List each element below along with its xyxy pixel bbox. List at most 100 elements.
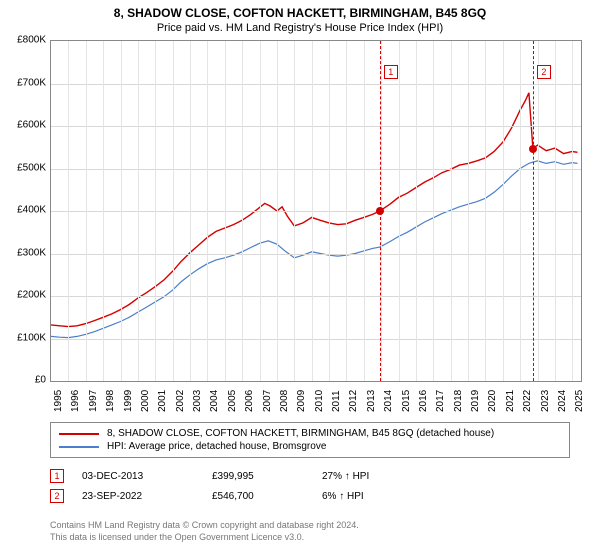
ytick-label: £300K bbox=[17, 247, 46, 258]
legend-row: HPI: Average price, detached house, Brom… bbox=[59, 440, 561, 453]
event-date: 03-DEC-2013 bbox=[82, 471, 212, 482]
xtick-label: 2016 bbox=[418, 390, 429, 412]
xtick-label: 2021 bbox=[505, 390, 516, 412]
gridline-v bbox=[225, 41, 226, 381]
attribution-line1: Contains HM Land Registry data © Crown c… bbox=[50, 520, 570, 532]
event-hpi: 27% ↑ HPI bbox=[322, 471, 412, 482]
xtick-label: 2004 bbox=[209, 390, 220, 412]
ytick-label: £800K bbox=[17, 35, 46, 46]
legend-label: HPI: Average price, detached house, Brom… bbox=[107, 441, 326, 452]
event-dot bbox=[529, 145, 537, 153]
xtick-label: 2009 bbox=[296, 390, 307, 412]
xtick-label: 1998 bbox=[105, 390, 116, 412]
event-row-marker: 2 bbox=[50, 489, 64, 503]
gridline-v bbox=[520, 41, 521, 381]
gridline-h bbox=[51, 211, 581, 212]
legend-swatch bbox=[59, 433, 99, 435]
gridline-v bbox=[207, 41, 208, 381]
xtick-label: 2005 bbox=[227, 390, 238, 412]
xtick-label: 2023 bbox=[540, 390, 551, 412]
gridline-v bbox=[68, 41, 69, 381]
xtick-label: 1996 bbox=[70, 390, 81, 412]
gridline-v bbox=[242, 41, 243, 381]
gridline-v bbox=[416, 41, 417, 381]
xtick-label: 2003 bbox=[192, 390, 203, 412]
gridline-v bbox=[468, 41, 469, 381]
xtick-label: 2022 bbox=[522, 390, 533, 412]
event-row-marker: 1 bbox=[50, 469, 64, 483]
event-date: 23-SEP-2022 bbox=[82, 491, 212, 502]
ytick-label: £700K bbox=[17, 77, 46, 88]
xtick-label: 1995 bbox=[53, 390, 64, 412]
gridline-v bbox=[485, 41, 486, 381]
xtick-label: 1997 bbox=[88, 390, 99, 412]
gridline-h bbox=[51, 296, 581, 297]
gridline-v bbox=[399, 41, 400, 381]
gridline-h bbox=[51, 126, 581, 127]
event-marker: 1 bbox=[384, 65, 398, 79]
xtick-label: 2014 bbox=[383, 390, 394, 412]
event-hpi: 6% ↑ HPI bbox=[322, 491, 412, 502]
xtick-label: 2000 bbox=[140, 390, 151, 412]
gridline-v bbox=[121, 41, 122, 381]
gridline-h bbox=[51, 254, 581, 255]
xtick-label: 2006 bbox=[244, 390, 255, 412]
event-price: £546,700 bbox=[212, 491, 322, 502]
legend-label: 8, SHADOW CLOSE, COFTON HACKETT, BIRMING… bbox=[107, 428, 494, 439]
gridline-v bbox=[451, 41, 452, 381]
ytick-label: £200K bbox=[17, 290, 46, 301]
gridline-v bbox=[503, 41, 504, 381]
gridline-v bbox=[138, 41, 139, 381]
gridline-h bbox=[51, 339, 581, 340]
gridline-v bbox=[155, 41, 156, 381]
xtick-label: 2007 bbox=[262, 390, 273, 412]
gridline-v bbox=[329, 41, 330, 381]
chart-subtitle: Price paid vs. HM Land Registry's House … bbox=[0, 20, 600, 38]
series-line bbox=[51, 161, 578, 338]
event-price: £399,995 bbox=[212, 471, 322, 482]
xtick-label: 2020 bbox=[487, 390, 498, 412]
gridline-v bbox=[555, 41, 556, 381]
xtick-label: 1999 bbox=[123, 390, 134, 412]
gridline-v bbox=[173, 41, 174, 381]
xtick-label: 2018 bbox=[453, 390, 464, 412]
attribution-line2: This data is licensed under the Open Gov… bbox=[50, 532, 570, 544]
gridline-v bbox=[346, 41, 347, 381]
gridline-v bbox=[538, 41, 539, 381]
xtick-label: 2013 bbox=[366, 390, 377, 412]
legend-swatch bbox=[59, 446, 99, 448]
gridline-h bbox=[51, 169, 581, 170]
series-line bbox=[51, 93, 578, 327]
gridline-h bbox=[51, 84, 581, 85]
attribution-text: Contains HM Land Registry data © Crown c… bbox=[50, 520, 570, 543]
ytick-label: £0 bbox=[35, 375, 46, 386]
xtick-label: 2010 bbox=[314, 390, 325, 412]
chart-title: 8, SHADOW CLOSE, COFTON HACKETT, BIRMING… bbox=[0, 0, 600, 20]
gridline-v bbox=[260, 41, 261, 381]
gridline-v bbox=[190, 41, 191, 381]
xtick-label: 2008 bbox=[279, 390, 290, 412]
gridline-v bbox=[364, 41, 365, 381]
gridline-v bbox=[103, 41, 104, 381]
gridline-v bbox=[572, 41, 573, 381]
ytick-label: £500K bbox=[17, 162, 46, 173]
gridline-v bbox=[312, 41, 313, 381]
ytick-label: £100K bbox=[17, 332, 46, 343]
xtick-label: 2024 bbox=[557, 390, 568, 412]
chart-plot-area: 12 bbox=[50, 40, 582, 382]
gridline-v bbox=[294, 41, 295, 381]
gridline-v bbox=[433, 41, 434, 381]
xtick-label: 2001 bbox=[157, 390, 168, 412]
event-vline bbox=[533, 41, 534, 381]
xtick-label: 2019 bbox=[470, 390, 481, 412]
xtick-label: 2012 bbox=[348, 390, 359, 412]
xtick-label: 2025 bbox=[574, 390, 585, 412]
ytick-label: £400K bbox=[17, 205, 46, 216]
xtick-label: 2017 bbox=[435, 390, 446, 412]
xtick-label: 2002 bbox=[175, 390, 186, 412]
legend-box: 8, SHADOW CLOSE, COFTON HACKETT, BIRMING… bbox=[50, 422, 570, 458]
gridline-v bbox=[277, 41, 278, 381]
gridline-v bbox=[86, 41, 87, 381]
event-marker: 2 bbox=[537, 65, 551, 79]
event-row: 2 23-SEP-2022£546,7006% ↑ HPI bbox=[50, 486, 570, 506]
